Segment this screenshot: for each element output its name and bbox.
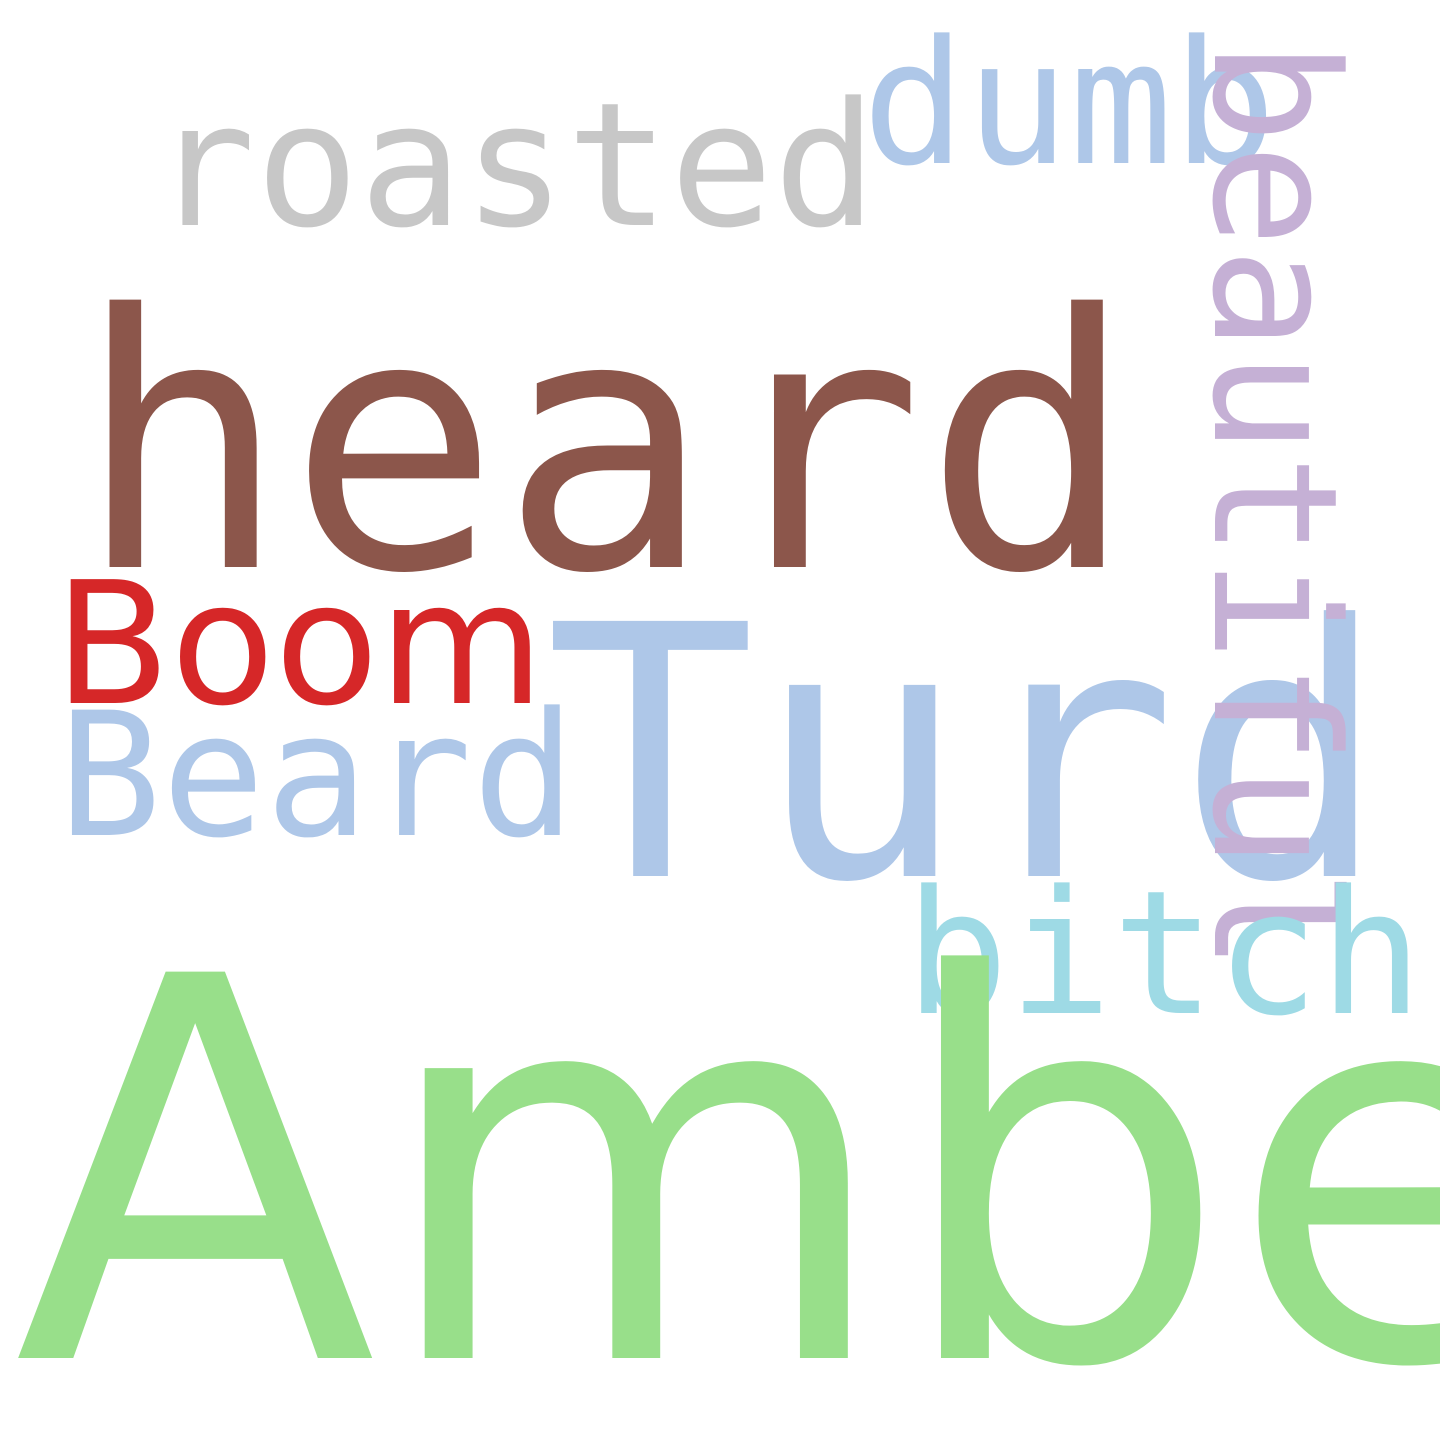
word-boom: Boom: [54, 546, 545, 744]
word-roasted: roasted: [152, 65, 877, 266]
word-turd: Turd: [545, 551, 1388, 959]
word-dumb: dumb: [862, 3, 1277, 204]
word-amber: Amber: [14, 866, 1440, 1440]
word-heard: heard: [76, 241, 1136, 651]
word-beautiful: beautiful: [1174, 40, 1375, 972]
word-bitch: bitch: [905, 853, 1423, 1054]
word-beard: Beard: [58, 675, 576, 876]
